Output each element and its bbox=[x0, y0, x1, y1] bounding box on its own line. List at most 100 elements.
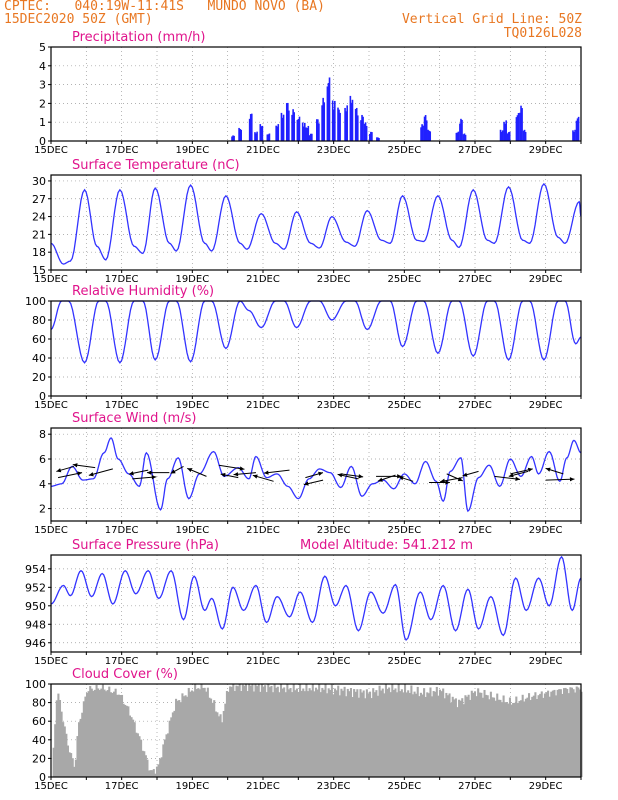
x-date-label: 27DEC bbox=[458, 274, 492, 285]
model-altitude-label: Model Altitude: 541.212 m bbox=[300, 538, 473, 553]
x-date-label: 25DEC bbox=[387, 781, 421, 792]
x-date-label: 25DEC bbox=[387, 656, 421, 667]
x-date-label: 25DEC bbox=[387, 400, 421, 411]
panel-2: 15182124273015DEC 17DEC 19DEC 21DEC 23DEC 25D… bbox=[32, 158, 581, 285]
x-date-label: 15DEC bbox=[34, 274, 68, 285]
precip-bar bbox=[357, 115, 359, 141]
precip-bar bbox=[262, 126, 264, 141]
y-tick-label: 954 bbox=[25, 563, 46, 576]
y-tick-label: 4 bbox=[39, 478, 46, 491]
x-date-label: 15DEC bbox=[34, 400, 68, 411]
series-line bbox=[51, 301, 581, 363]
y-tick-label: 27 bbox=[32, 193, 46, 206]
x-date-label: 15DEC bbox=[34, 656, 68, 667]
x-date-label: 27DEC bbox=[458, 400, 492, 411]
panel-6: 0 20 40 60 80 100 15DEC 17DEC 19DEC 21DEC 23DEC 25D… bbox=[25, 667, 583, 792]
precip-bar bbox=[422, 126, 424, 141]
panel-title: Surface Temperature (nC) bbox=[72, 158, 240, 173]
x-date-label: 17DEC bbox=[105, 400, 139, 411]
y-tick-label: 18 bbox=[32, 246, 46, 259]
precip-bar bbox=[304, 123, 306, 141]
x-date-label: 23DEC bbox=[317, 781, 351, 792]
x-date-label: 23DEC bbox=[317, 400, 351, 411]
panel-frame bbox=[51, 301, 581, 396]
precip-bar bbox=[458, 132, 460, 141]
wind-arrowhead bbox=[152, 475, 157, 479]
y-tick-label: 4 bbox=[39, 60, 46, 73]
y-tick-label: 2 bbox=[39, 503, 46, 516]
precip-bar bbox=[288, 111, 290, 141]
precip-bar bbox=[346, 105, 348, 141]
precip-bar bbox=[521, 108, 523, 141]
x-date-label: 15DEC bbox=[34, 781, 68, 792]
panel-title: Relative Humidity (%) bbox=[72, 284, 214, 299]
x-date-label: 19DEC bbox=[175, 525, 209, 536]
precip-bar bbox=[339, 113, 341, 141]
series-line bbox=[51, 557, 581, 640]
precip-bar bbox=[502, 130, 504, 141]
x-date-label: 21DEC bbox=[246, 400, 280, 411]
x-date-label: 21DEC bbox=[246, 145, 280, 156]
y-tick-label: 21 bbox=[32, 228, 46, 241]
x-date-label: 29DEC bbox=[529, 400, 563, 411]
y-tick-label: 100 bbox=[25, 295, 46, 308]
x-date-label: 23DEC bbox=[317, 274, 351, 285]
x-date-label: 27DEC bbox=[458, 525, 492, 536]
precip-bar bbox=[509, 132, 511, 141]
panel-frame bbox=[51, 555, 581, 652]
x-date-label: 21DEC bbox=[246, 274, 280, 285]
y-tick-label: 80 bbox=[32, 314, 46, 327]
y-tick-label: 950 bbox=[25, 600, 46, 613]
x-date-label: 19DEC bbox=[175, 781, 209, 792]
precip-bar bbox=[465, 135, 467, 141]
y-tick-label: 24 bbox=[32, 211, 46, 224]
precip-bar bbox=[366, 126, 368, 141]
x-date-label: 29DEC bbox=[529, 145, 563, 156]
y-tick-label: 80 bbox=[32, 697, 46, 710]
y-tick-label: 60 bbox=[32, 715, 46, 728]
y-tick-label: 20 bbox=[32, 752, 46, 765]
x-date-label: 19DEC bbox=[175, 656, 209, 667]
precip-bar bbox=[283, 115, 285, 141]
x-date-label: 23DEC bbox=[317, 145, 351, 156]
precip-bar bbox=[293, 112, 295, 141]
x-date-label: 19DEC bbox=[175, 400, 209, 411]
x-date-label: 29DEC bbox=[529, 274, 563, 285]
y-tick-label: 60 bbox=[32, 333, 46, 346]
precip-bar bbox=[318, 123, 320, 141]
x-date-label: 15DEC bbox=[34, 145, 68, 156]
x-date-label: 17DEC bbox=[105, 781, 139, 792]
precip-bar bbox=[352, 100, 354, 141]
precip-bar bbox=[323, 102, 325, 141]
wind-arrowhead bbox=[234, 472, 239, 476]
precip-bar bbox=[362, 117, 364, 141]
panel-title: Surface Wind (m/s) bbox=[72, 411, 196, 426]
x-date-label: 23DEC bbox=[317, 656, 351, 667]
y-tick-label: 40 bbox=[32, 734, 46, 747]
x-date-label: 25DEC bbox=[387, 274, 421, 285]
y-tick-label: 946 bbox=[25, 637, 46, 650]
precip-bar bbox=[256, 132, 258, 141]
x-date-label: 23DEC bbox=[317, 525, 351, 536]
precip-bar bbox=[429, 131, 431, 141]
y-tick-label: 20 bbox=[32, 371, 46, 384]
panel-title: Precipitation (mm/h) bbox=[72, 30, 205, 45]
precip-bar bbox=[518, 113, 520, 141]
x-date-label: 17DEC bbox=[105, 145, 139, 156]
wind-arrowhead bbox=[570, 477, 575, 481]
precip-bar bbox=[505, 120, 507, 141]
panel-5: 94694895095295415DEC 17DEC 19DEC 21DEC 23DEC… bbox=[25, 538, 581, 667]
x-date-label: 15DEC bbox=[34, 525, 68, 536]
precip-bar bbox=[461, 120, 463, 141]
y-tick-label: 40 bbox=[32, 352, 46, 365]
panel-1: 01234515DEC 17DEC 19DEC 21DEC 23DEC 25DEC 27DE… bbox=[34, 30, 581, 156]
y-tick-label: 30 bbox=[32, 175, 46, 188]
precip-bar bbox=[240, 130, 242, 141]
precip-bar bbox=[311, 134, 313, 141]
y-tick-label: 100 bbox=[25, 678, 46, 691]
x-date-label: 27DEC bbox=[458, 145, 492, 156]
precip-bar bbox=[578, 117, 580, 141]
panel-title: Cloud Cover (%) bbox=[72, 667, 178, 682]
x-date-label: 21DEC bbox=[246, 656, 280, 667]
x-date-label: 17DEC bbox=[105, 656, 139, 667]
